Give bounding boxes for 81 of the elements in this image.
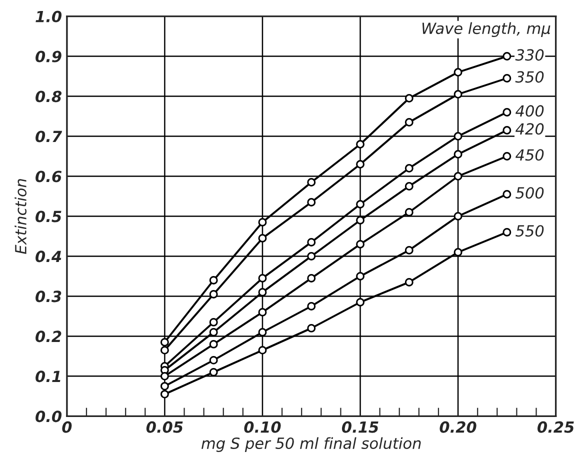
- point: [356, 298, 364, 306]
- point: [404, 246, 414, 254]
- point: [258, 218, 267, 226]
- point: [404, 164, 414, 172]
- point: [356, 140, 364, 148]
- point: [209, 368, 218, 376]
- y-tick-label: 0.5: [36, 210, 62, 222]
- y-tick-label: 0.1: [36, 370, 60, 382]
- point: [258, 308, 267, 316]
- point: [209, 290, 218, 298]
- point: [404, 278, 414, 286]
- x-axis-title: mg S per 50 ml final solution: [202, 437, 421, 452]
- point: [502, 74, 512, 82]
- series-label: 450: [516, 149, 544, 161]
- point: [454, 150, 462, 158]
- y-tick-label: 0.8: [36, 90, 62, 102]
- point: [160, 382, 169, 390]
- point: [404, 208, 414, 216]
- point: [258, 288, 267, 296]
- x-tick-label: 0.25: [538, 421, 574, 433]
- series-label: 550: [516, 225, 544, 237]
- x-tick-label: 0.10: [244, 421, 281, 433]
- y-tick-label: 0.6: [36, 170, 62, 182]
- point: [404, 182, 414, 190]
- point: [160, 346, 169, 354]
- point: [454, 68, 462, 76]
- point: [502, 52, 512, 60]
- y-tick-label: 0.2: [36, 330, 62, 342]
- x-tick-label: 0.05: [146, 421, 183, 433]
- point: [502, 126, 512, 134]
- x-tick-label: 0: [62, 421, 72, 433]
- point: [209, 318, 218, 326]
- y-tick-label: 0.4: [36, 250, 62, 262]
- point: [454, 132, 462, 140]
- point: [307, 238, 316, 246]
- y-tick-label: 0.0: [36, 410, 62, 422]
- point: [356, 200, 364, 208]
- point: [404, 118, 414, 126]
- y-tick-label: 0.3: [36, 290, 62, 302]
- series-label: 350: [515, 71, 544, 83]
- point: [454, 248, 462, 256]
- series-label: 420: [516, 123, 544, 135]
- series-label: 330: [515, 49, 544, 61]
- series-label: 400: [516, 105, 544, 117]
- point: [404, 94, 414, 102]
- point: [454, 212, 462, 220]
- point: [258, 274, 267, 282]
- x-tick-label: 0.15: [342, 421, 378, 433]
- point: [209, 356, 218, 364]
- point: [258, 234, 267, 242]
- point: [356, 160, 364, 168]
- point: [160, 372, 169, 380]
- point: [209, 328, 218, 336]
- point: [502, 152, 512, 160]
- point: [356, 240, 364, 248]
- point: [307, 302, 316, 310]
- point: [502, 228, 512, 236]
- point: [502, 108, 512, 116]
- point: [258, 346, 267, 354]
- point: [307, 198, 316, 206]
- point: [454, 90, 462, 98]
- y-tick-label: 1.0: [36, 10, 62, 22]
- point: [258, 328, 267, 336]
- legend-title: Wave length, mμ: [422, 22, 550, 38]
- series-label: 500: [516, 187, 544, 199]
- point: [307, 274, 316, 282]
- point: [209, 340, 218, 348]
- point: [307, 252, 316, 260]
- point: [307, 178, 316, 186]
- point: [209, 276, 218, 284]
- y-axis-title: Extinction: [14, 179, 26, 254]
- y-tick-label: 0.7: [36, 130, 62, 142]
- point: [356, 216, 364, 224]
- x-tick-label: 0.20: [440, 421, 476, 433]
- point: [160, 390, 169, 398]
- point: [160, 338, 169, 346]
- point: [502, 190, 512, 198]
- point: [307, 324, 316, 332]
- point: [356, 272, 364, 280]
- y-tick-label: 0.9: [36, 50, 62, 62]
- point: [454, 172, 462, 180]
